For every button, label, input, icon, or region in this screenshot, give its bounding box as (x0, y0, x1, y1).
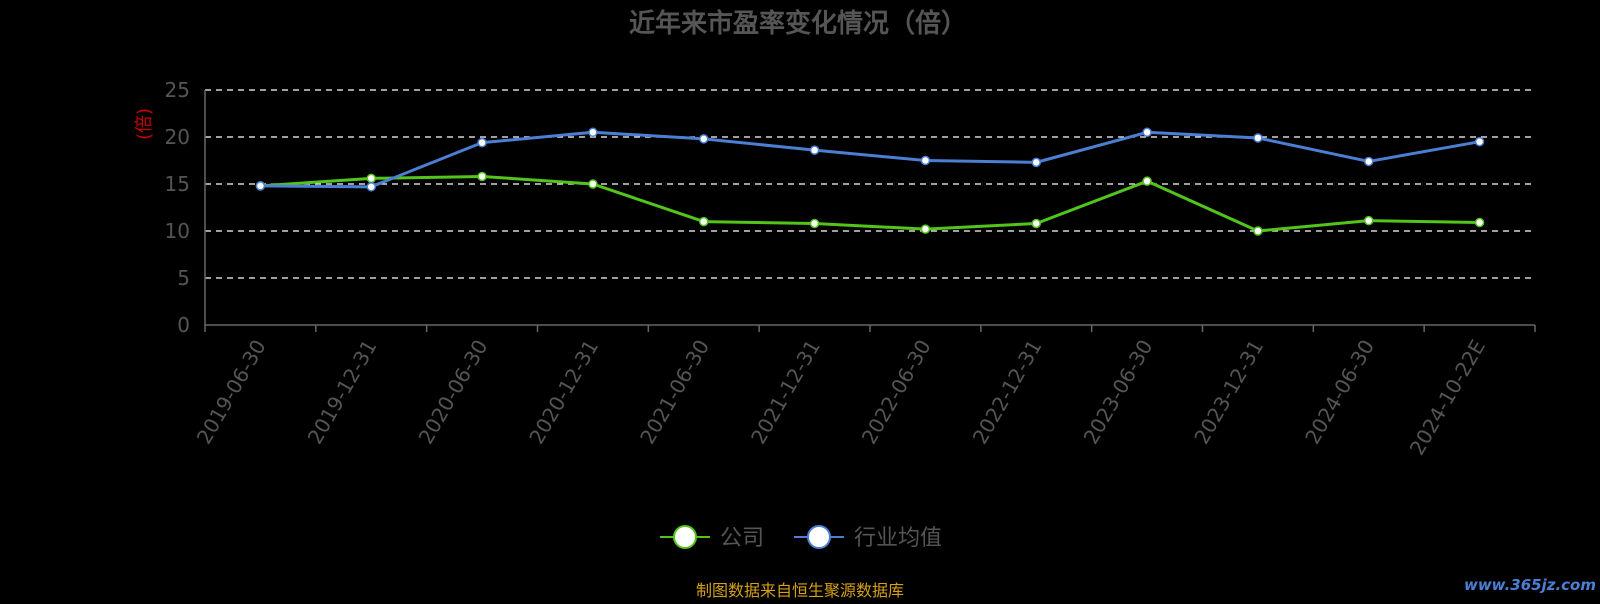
data-point[interactable] (1142, 127, 1152, 138)
y-tick-label: 15 (165, 172, 190, 196)
legend-item-0[interactable]: 公司 (660, 525, 764, 551)
x-tick-label: 2023-12-31 (1189, 336, 1268, 449)
series-line (260, 130, 1480, 189)
data-point[interactable] (1474, 217, 1485, 228)
data-point[interactable] (1031, 157, 1041, 168)
x-tick-label: 2022-12-31 (968, 336, 1047, 449)
data-point[interactable] (920, 155, 931, 166)
series-line (260, 174, 1480, 233)
y-tick-label: 0 (177, 313, 190, 337)
data-point[interactable] (1253, 133, 1263, 143)
y-tick-label: 25 (165, 78, 190, 102)
data-point[interactable] (1253, 226, 1263, 236)
y-axis-label: (倍) (134, 108, 155, 140)
data-point[interactable] (588, 127, 598, 138)
data-point[interactable] (920, 224, 931, 234)
axes (204, 90, 1536, 332)
x-tick-label: 2020-06-30 (414, 336, 493, 449)
data-point[interactable] (809, 218, 820, 229)
legend-marker (673, 525, 697, 549)
x-tick-label: 2019-12-31 (303, 336, 382, 449)
x-tick-labels: 2019-06-30 2019-12-31 2020-06-30 2020-12-31… (192, 336, 1490, 460)
watermark-text: www.365jz.com (1464, 576, 1596, 594)
source-note: 制图数据来自恒生聚源数据库 (696, 581, 904, 600)
x-tick-label: 2024-06-30 (1300, 336, 1379, 449)
x-tick-label: 2021-06-30 (635, 336, 714, 449)
x-tick-label: 2024-10-22E (1405, 336, 1490, 460)
y-tick-labels: 0 5 10 15 20 25 (165, 78, 190, 337)
data-point[interactable] (1364, 215, 1374, 226)
x-tick-label: 2022-06-30 (857, 336, 936, 449)
series-1 (255, 127, 1485, 192)
data-point[interactable] (1142, 176, 1152, 186)
legend-label: 公司 (720, 526, 764, 551)
x-tick-label: 2019-06-30 (192, 336, 271, 449)
legend[interactable]: 公司 行业均值 (660, 525, 942, 551)
chart-title: 近年来市盈率变化情况（倍） (629, 8, 967, 39)
data-point[interactable] (699, 134, 709, 144)
x-tick-label: 2023-06-30 (1079, 336, 1158, 449)
series-0 (255, 171, 1485, 236)
data-point[interactable] (1364, 156, 1374, 167)
y-tick-label: 20 (165, 125, 190, 149)
gridlines (205, 89, 1535, 279)
data-point[interactable] (809, 145, 820, 155)
data-point[interactable] (477, 171, 487, 182)
legend-label: 行业均值 (854, 526, 942, 551)
data-point[interactable] (366, 173, 376, 184)
y-tick-label: 10 (165, 219, 190, 243)
data-point[interactable] (1474, 136, 1485, 147)
data-point[interactable] (255, 181, 266, 191)
legend-item-1[interactable]: 行业均值 (794, 525, 942, 551)
x-tick-label: 2021-12-31 (746, 336, 825, 449)
data-point[interactable] (366, 182, 376, 192)
data-point[interactable] (588, 179, 598, 189)
series-lines (255, 127, 1485, 236)
data-point[interactable] (1031, 218, 1041, 229)
data-point[interactable] (699, 216, 709, 227)
legend-marker (807, 525, 831, 549)
y-tick-label: 5 (177, 266, 190, 290)
data-point[interactable] (477, 137, 487, 148)
x-tick-label: 2020-12-31 (524, 336, 603, 449)
